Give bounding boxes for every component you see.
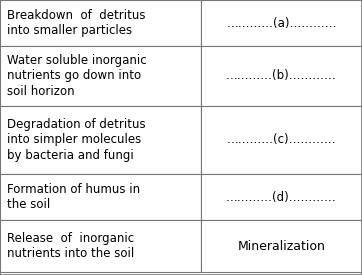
- Bar: [0, 174, 201, 220]
- Bar: [0, 106, 201, 174]
- Bar: [201, 46, 362, 106]
- Text: Breakdown  of  detritus
into smaller particles: Breakdown of detritus into smaller parti…: [7, 9, 145, 37]
- Bar: [0, 0, 201, 46]
- Text: Mineralization: Mineralization: [237, 240, 325, 252]
- Text: Water soluble inorganic
nutrients go down into
soil horizon: Water soluble inorganic nutrients go dow…: [7, 54, 146, 98]
- Bar: [201, 220, 362, 272]
- Text: …………(c)…………: …………(c)…………: [227, 133, 336, 147]
- Text: Formation of humus in
the soil: Formation of humus in the soil: [7, 183, 140, 211]
- Bar: [201, 174, 362, 220]
- Text: Release  of  inorganic
nutrients into the soil: Release of inorganic nutrients into the …: [7, 232, 134, 260]
- Text: …………(d)…………: …………(d)…………: [226, 191, 337, 204]
- Text: Degradation of detritus
into simpler molecules
by bacteria and fungi: Degradation of detritus into simpler mol…: [7, 118, 145, 162]
- Bar: [0, 220, 201, 272]
- Text: …………(a)…………: …………(a)…………: [226, 16, 337, 29]
- Text: …………(b)…………: …………(b)…………: [226, 70, 337, 82]
- Bar: [201, 106, 362, 174]
- Bar: [0, 46, 201, 106]
- Bar: [201, 0, 362, 46]
